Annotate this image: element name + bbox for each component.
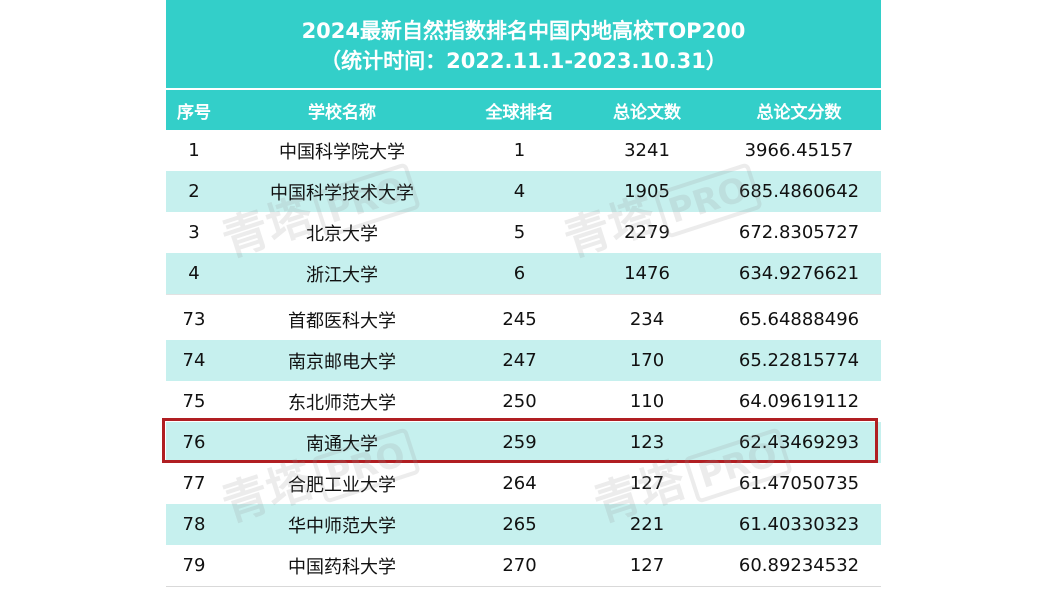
table-row: 79 中国药科大学 270 127 60.89234532: [166, 545, 881, 586]
cell-paper-score: 634.9276621: [738, 263, 860, 284]
section-divider: [166, 294, 881, 299]
table-row: 78 华中师范大学 265 221 61.40330323: [166, 504, 881, 545]
cell-paper-count: 1905: [624, 181, 670, 202]
table-body-top: 1 中国科学院大学 1 3241 3966.45157 2 中国科学技术大学 4 1905 685…: [166, 130, 881, 294]
header-global-rank: 全球排名: [485, 102, 554, 123]
cell-school: 首都医科大学: [288, 310, 396, 332]
cell-school: 合肥工业大学: [288, 474, 396, 496]
cell-paper-count: 123: [629, 432, 665, 453]
cell-paper-count: 1476: [624, 263, 670, 284]
cell-global-rank: 6: [513, 263, 526, 284]
cell-paper-score: 64.09619112: [738, 391, 860, 412]
cell-school: 浙江大学: [306, 264, 378, 286]
header-rank: 序号: [177, 102, 211, 123]
ranking-table: 2024最新自然指数排名中国内地高校TOP200 （统计时间：2022.11.1…: [166, 0, 881, 597]
cell-global-rank: 247: [502, 350, 537, 371]
cell-school: 南通大学: [306, 433, 378, 455]
cell-school: 中国科学院大学: [279, 141, 405, 163]
cell-paper-score: 61.40330323: [738, 514, 860, 535]
cell-global-rank: 270: [502, 555, 537, 576]
title-main: 2024最新自然指数排名中国内地高校TOP200: [301, 19, 746, 43]
cell-global-rank: 5: [513, 222, 526, 243]
table-row: 73 首都医科大学 245 234 65.64888496: [166, 299, 881, 340]
table-row: 1 中国科学院大学 1 3241 3966.45157: [166, 130, 881, 171]
cell-paper-count: 127: [629, 473, 665, 494]
title-period: （统计时间：2022.11.1-2023.10.31）: [320, 49, 727, 73]
cell-paper-score: 60.89234532: [738, 555, 860, 576]
cell-rank: 74: [182, 350, 206, 371]
cell-rank: 76: [182, 432, 206, 453]
cell-rank: 79: [182, 555, 206, 576]
cell-rank: 4: [188, 263, 200, 284]
table-row: 3 北京大学 5 2279 672.8305727: [166, 212, 881, 253]
cell-rank: 75: [182, 391, 206, 412]
cell-global-rank: 259: [502, 432, 537, 453]
cell-paper-count: 127: [629, 555, 665, 576]
cell-paper-score: 685.4860642: [738, 181, 860, 202]
header-paper-count: 总论文数: [613, 102, 681, 123]
cell-rank: 2: [188, 181, 200, 202]
table-row: 4 浙江大学 6 1476 634.9276621: [166, 253, 881, 294]
cell-rank: 73: [182, 309, 206, 330]
cell-paper-count: 2279: [624, 222, 670, 243]
cell-paper-count: 221: [629, 514, 665, 535]
cell-global-rank: 264: [502, 473, 537, 494]
cell-paper-count: 3241: [624, 140, 670, 161]
cell-global-rank: 4: [513, 181, 526, 202]
cell-school: 中国药科大学: [288, 556, 396, 578]
cell-rank: 1: [188, 140, 200, 161]
table-row: 75 东北师范大学 250 110 64.09619112: [166, 381, 881, 422]
table-bottom-edge: [166, 586, 881, 597]
table-body-bottom: 73 首都医科大学 245 234 65.64888496 74 南京邮电大学 247 170 6…: [166, 299, 881, 586]
cell-rank: 78: [182, 514, 206, 535]
cell-paper-score: 672.8305727: [738, 222, 860, 243]
cell-global-rank: 265: [502, 514, 537, 535]
table-title: 2024最新自然指数排名中国内地高校TOP200 （统计时间：2022.11.1…: [166, 0, 881, 88]
cell-paper-score: 61.47050735: [738, 473, 860, 494]
cell-school: 东北师范大学: [288, 392, 396, 414]
table-row: 76 南通大学 259 123 62.43469293: [166, 422, 881, 463]
cell-school: 南京邮电大学: [288, 351, 396, 373]
cell-global-rank: 250: [502, 391, 537, 412]
cell-paper-count: 234: [629, 309, 665, 330]
cell-rank: 77: [182, 473, 206, 494]
cell-paper-score: 65.22815774: [738, 350, 860, 371]
cell-paper-score: 65.64888496: [738, 309, 860, 330]
table-row: 77 合肥工业大学 264 127 61.47050735: [166, 463, 881, 504]
header-school: 学校名称: [308, 102, 376, 123]
cell-school: 北京大学: [306, 223, 378, 245]
cell-paper-count: 110: [629, 391, 665, 412]
cell-global-rank: 1: [513, 140, 526, 161]
cell-rank: 3: [188, 222, 200, 243]
cell-school: 中国科学技术大学: [270, 182, 414, 204]
cell-paper-score: 3966.45157: [744, 140, 854, 161]
table-header: 序号 学校名称 全球排名 总论文数 总论文分数: [166, 88, 881, 130]
cell-global-rank: 245: [502, 309, 537, 330]
cell-paper-score: 62.43469293: [738, 432, 860, 453]
cell-paper-count: 170: [629, 350, 665, 371]
cell-school: 华中师范大学: [288, 515, 396, 537]
table-row: 2 中国科学技术大学 4 1905 685.4860642: [166, 171, 881, 212]
header-paper-score: 总论文分数: [756, 102, 842, 123]
table-row: 74 南京邮电大学 247 170 65.22815774: [166, 340, 881, 381]
